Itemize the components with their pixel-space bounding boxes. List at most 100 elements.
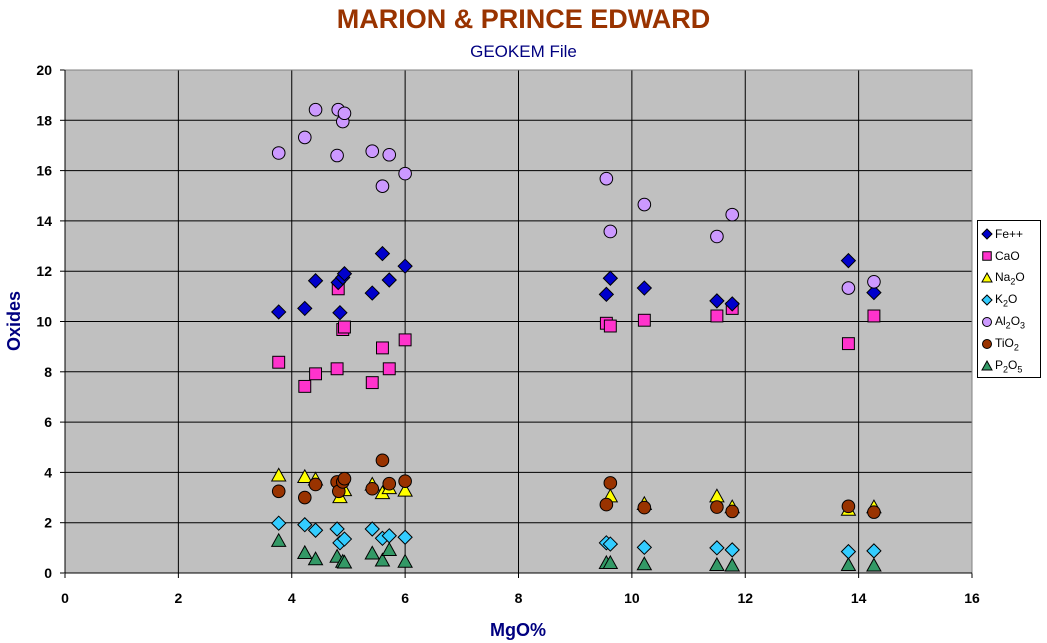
- data-point: [709, 556, 725, 572]
- data-point: [599, 171, 614, 186]
- y-tick-label: 10: [36, 314, 52, 330]
- data-point: [866, 557, 882, 572]
- legend-text: K: [995, 291, 1004, 306]
- data-point: [724, 557, 741, 572]
- data-point: [382, 362, 396, 376]
- data-point: [398, 166, 412, 181]
- legend-subscript: 2: [1013, 342, 1019, 353]
- data-point: [296, 468, 313, 484]
- data-point: [375, 179, 390, 193]
- axes: [60, 69, 973, 578]
- legend-item: P2O5: [978, 355, 1040, 377]
- data-point: [307, 551, 324, 566]
- data-point: [598, 286, 615, 303]
- data-point: [603, 224, 618, 239]
- data-point: [637, 197, 652, 212]
- data-point: [364, 545, 381, 560]
- data-point: [867, 309, 881, 323]
- series-p2o5: [270, 532, 882, 572]
- data-point: [840, 543, 857, 560]
- tick-labels: 0 2 4 6 8 10 12 14 16 18 20 0 2 4 6 8 10 12 14 16: [36, 62, 980, 606]
- data-point: [382, 147, 397, 162]
- series-tio2: [271, 453, 881, 519]
- legend-text: P: [995, 357, 1004, 372]
- x-tick-label: 12: [737, 590, 753, 606]
- data-point: [381, 541, 398, 556]
- legend-text: CaO: [995, 249, 1020, 263]
- data-point: [710, 229, 724, 244]
- data-point: [365, 144, 380, 159]
- data-point: [709, 540, 725, 556]
- data-point: [397, 258, 413, 274]
- data-point: [375, 453, 390, 468]
- data-point: [329, 521, 345, 537]
- data-point: [840, 556, 857, 572]
- data-point: [602, 270, 619, 286]
- legend-text: O: [1010, 313, 1021, 328]
- data-point: [365, 376, 379, 390]
- legend-label: Na2O: [995, 270, 1025, 286]
- data-point: [271, 515, 287, 531]
- legend-text: O: [1008, 291, 1018, 306]
- chart-subtitle: GEOKEM File: [470, 42, 577, 61]
- legend-subscript: 5: [1017, 364, 1023, 375]
- data-point: [381, 528, 397, 544]
- legend-item: Na2O: [978, 267, 1040, 289]
- data-point: [709, 293, 725, 309]
- data-point: [374, 245, 391, 262]
- legend-marker: [981, 360, 993, 371]
- data-point: [307, 273, 324, 289]
- data-points: [270, 102, 882, 572]
- data-point: [296, 544, 313, 559]
- legend-subscript: 2: [1010, 276, 1016, 287]
- y-tick-label: 20: [36, 62, 52, 78]
- y-tick-label: 16: [36, 163, 52, 179]
- data-point: [309, 367, 323, 381]
- data-point: [382, 476, 397, 491]
- y-tick-label: 8: [44, 364, 52, 380]
- data-point: [397, 482, 413, 497]
- data-point: [636, 539, 653, 556]
- x-axis-label: MgO%: [490, 620, 546, 640]
- data-point: [271, 304, 287, 320]
- y-tick-label: 6: [44, 414, 52, 430]
- legend-marker-circle-icon: [982, 317, 992, 327]
- data-point: [308, 102, 323, 117]
- legend-marker-triangle-icon: [981, 360, 993, 371]
- data-point: [364, 285, 380, 301]
- data-point: [297, 517, 313, 533]
- legend-label: Al2O3: [995, 314, 1025, 330]
- data-point: [297, 130, 312, 145]
- data-point: [866, 543, 882, 559]
- data-point: [841, 499, 856, 514]
- data-point: [710, 309, 724, 323]
- legend-marker: [981, 294, 993, 306]
- legend-item: TiO2: [978, 333, 1040, 355]
- data-point: [336, 531, 353, 547]
- data-point: [336, 554, 353, 569]
- legend-label: K2O: [995, 292, 1017, 308]
- y-tick-label: 18: [36, 112, 52, 128]
- data-point: [840, 252, 857, 269]
- data-point: [398, 333, 412, 347]
- series-k2o: [271, 515, 882, 560]
- data-point: [599, 497, 614, 512]
- series-al2o3: [271, 102, 881, 295]
- data-point: [271, 146, 286, 160]
- data-point: [603, 319, 617, 333]
- legend-label: CaO: [995, 249, 1020, 263]
- data-point: [337, 106, 352, 121]
- legend-item: Fe++: [978, 223, 1040, 245]
- legend-marker-diamond-icon: [981, 228, 993, 240]
- data-point: [636, 280, 653, 296]
- legend-marker-circle-icon: [982, 339, 992, 349]
- legend-text: O: [1015, 269, 1025, 284]
- series-cao: [272, 282, 881, 393]
- data-point: [725, 504, 740, 519]
- data-point: [338, 320, 351, 334]
- data-point: [841, 337, 855, 351]
- legend-label: TiO2: [995, 336, 1019, 352]
- data-point: [376, 341, 389, 355]
- data-point: [724, 542, 740, 558]
